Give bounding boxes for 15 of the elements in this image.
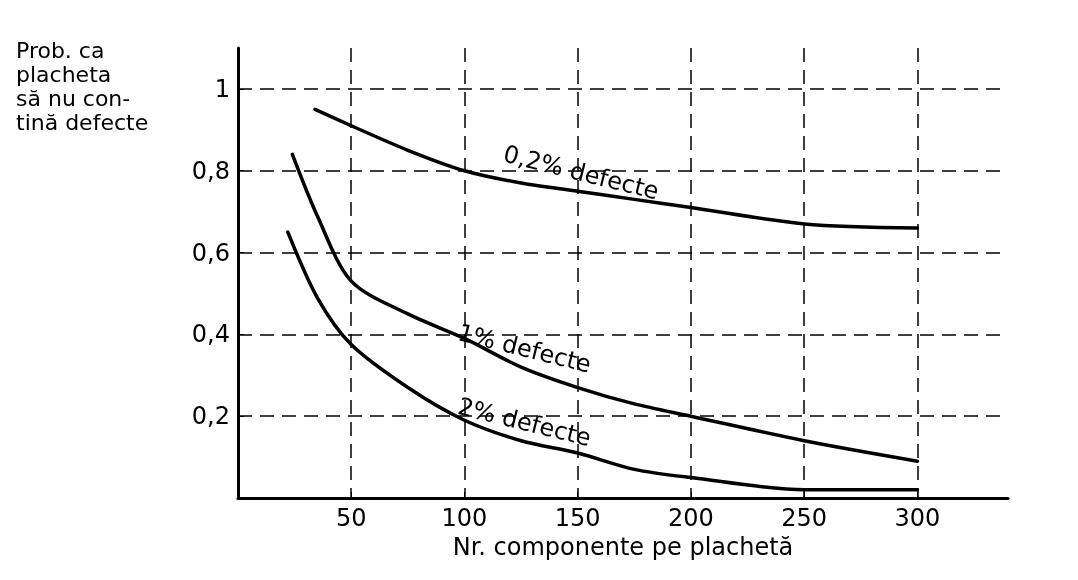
x-tick-label: 150 bbox=[554, 504, 601, 532]
y-tick-label: 0,6 bbox=[191, 238, 230, 267]
x-tick-label: 100 bbox=[441, 504, 488, 532]
x-tick-label: 300 bbox=[894, 504, 941, 532]
text: 0,2% defecte bbox=[500, 139, 662, 206]
x-tick-label: 250 bbox=[781, 504, 828, 532]
y-axis-title: Prob. ca placheta să nu con- tină defecte bbox=[16, 37, 149, 135]
y-tick-label: 0,4 bbox=[191, 320, 230, 349]
text: 2% defecte bbox=[455, 392, 594, 453]
x-tick-label: 200 bbox=[668, 504, 714, 532]
y-tick-label: 0,2 bbox=[191, 402, 230, 431]
y-tick-label: 1 bbox=[214, 74, 230, 103]
x-tick-label: 50 bbox=[335, 504, 367, 532]
x-axis-title: Nr. componente pe plachetă bbox=[452, 532, 794, 561]
y-tick-label: 0,8 bbox=[191, 156, 230, 185]
